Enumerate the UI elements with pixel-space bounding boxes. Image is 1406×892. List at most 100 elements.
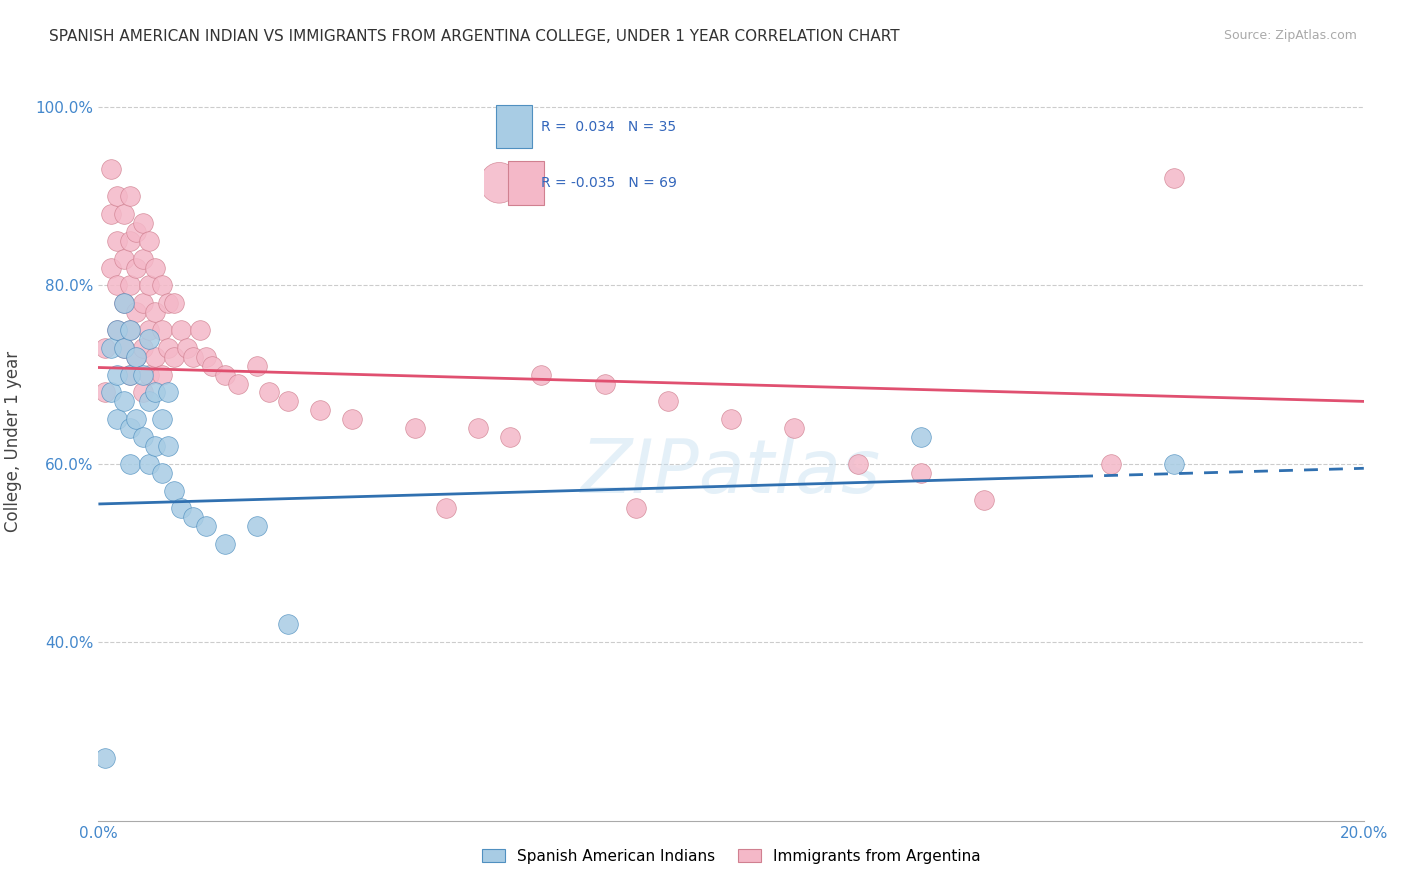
Point <box>138 368 160 382</box>
Point <box>138 234 160 248</box>
Point <box>107 278 129 293</box>
Point <box>93 385 117 400</box>
Point <box>846 457 869 471</box>
Point <box>125 305 148 319</box>
Point <box>125 260 148 275</box>
Point <box>1163 171 1185 186</box>
Point <box>530 368 553 382</box>
Point <box>107 323 129 337</box>
Point <box>120 323 141 337</box>
Point <box>201 359 224 373</box>
Point <box>125 225 148 239</box>
Point <box>404 421 426 435</box>
Point <box>112 296 135 310</box>
Point <box>138 394 160 409</box>
Point <box>593 376 616 391</box>
Point <box>150 323 173 337</box>
Point <box>214 368 236 382</box>
Point <box>498 430 520 444</box>
Point <box>467 421 489 435</box>
Point <box>150 278 173 293</box>
Point <box>145 260 166 275</box>
Point <box>93 341 117 355</box>
Point <box>910 466 932 480</box>
Point <box>107 412 129 426</box>
Point <box>107 234 129 248</box>
Point <box>132 296 155 310</box>
Point <box>132 216 155 230</box>
Point <box>120 234 141 248</box>
Point <box>183 350 205 364</box>
Point <box>145 439 166 453</box>
Point <box>176 341 198 355</box>
Point <box>163 350 186 364</box>
Point <box>720 412 742 426</box>
Text: ZIPatlas: ZIPatlas <box>581 436 882 508</box>
Point <box>132 341 155 355</box>
Point <box>100 385 122 400</box>
Point <box>150 412 173 426</box>
Point <box>132 252 155 266</box>
Point <box>107 323 129 337</box>
Point <box>183 510 205 524</box>
Point <box>973 492 995 507</box>
Point <box>120 278 141 293</box>
Point <box>1163 457 1185 471</box>
Text: SPANISH AMERICAN INDIAN VS IMMIGRANTS FROM ARGENTINA COLLEGE, UNDER 1 YEAR CORRE: SPANISH AMERICAN INDIAN VS IMMIGRANTS FR… <box>49 29 900 44</box>
Point <box>132 385 155 400</box>
Point <box>107 368 129 382</box>
Point <box>120 189 141 203</box>
Point <box>783 421 806 435</box>
Point <box>120 368 141 382</box>
Point <box>138 278 160 293</box>
Point <box>100 260 122 275</box>
Point <box>100 341 122 355</box>
Point <box>112 207 135 221</box>
Point <box>259 385 281 400</box>
Point <box>100 207 122 221</box>
Point <box>277 394 299 409</box>
Point <box>309 403 332 417</box>
Point <box>120 323 141 337</box>
Point <box>194 519 218 533</box>
Point <box>93 751 117 765</box>
Point <box>145 305 166 319</box>
Point <box>657 394 679 409</box>
Point <box>246 519 269 533</box>
Point <box>125 350 148 364</box>
Point <box>138 332 160 346</box>
Point <box>112 341 135 355</box>
Point <box>226 376 249 391</box>
Point <box>246 359 269 373</box>
Point <box>157 341 180 355</box>
Text: Source: ZipAtlas.com: Source: ZipAtlas.com <box>1223 29 1357 42</box>
Point <box>112 394 135 409</box>
Point <box>157 439 180 453</box>
Point <box>436 501 458 516</box>
Point <box>125 350 148 364</box>
Y-axis label: College, Under 1 year: College, Under 1 year <box>4 351 21 533</box>
Point <box>145 350 166 364</box>
Point <box>125 412 148 426</box>
Point <box>150 466 173 480</box>
Point <box>107 189 129 203</box>
Point <box>120 421 141 435</box>
Point <box>120 457 141 471</box>
Point <box>100 162 122 177</box>
Point <box>169 323 191 337</box>
Point <box>138 323 160 337</box>
Point <box>138 457 160 471</box>
Point <box>624 501 647 516</box>
Point <box>157 296 180 310</box>
Point <box>340 412 363 426</box>
Point <box>145 385 166 400</box>
Point <box>150 368 173 382</box>
Point <box>214 537 236 551</box>
Point <box>120 368 141 382</box>
Point <box>1099 457 1122 471</box>
Point <box>132 430 155 444</box>
Point <box>132 368 155 382</box>
Point <box>188 323 211 337</box>
Point <box>910 430 932 444</box>
Point <box>169 501 191 516</box>
